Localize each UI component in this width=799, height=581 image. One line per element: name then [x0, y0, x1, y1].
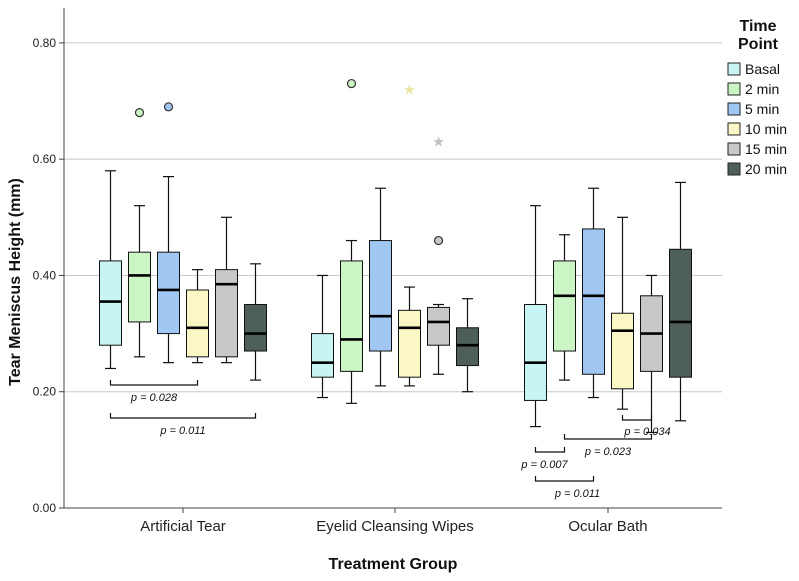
box-iqr	[611, 312, 634, 390]
box-iqr	[582, 228, 605, 375]
x-tick-label: Ocular Bath	[568, 518, 647, 535]
legend-item: Basal	[727, 61, 780, 77]
legend-label: 10 min	[745, 121, 787, 137]
legend-title-line2: Point	[738, 36, 779, 53]
outlier-point	[433, 235, 444, 246]
extreme-point: ★	[432, 135, 445, 151]
x-tick-label: Artificial Tear	[140, 518, 226, 535]
bracket-line	[563, 434, 653, 440]
box-15-min	[640, 274, 663, 434]
legend-swatch	[727, 142, 741, 156]
y-tick-label: 0.60	[33, 152, 57, 166]
box-10-min	[611, 216, 634, 410]
box-15-min: ★	[427, 135, 450, 375]
legend-swatch	[727, 62, 741, 76]
box-iqr	[553, 260, 576, 352]
legend-label: 5 min	[745, 101, 779, 117]
x-tick-label: Eyelid Cleansing Wipes	[316, 518, 474, 535]
p-value-label: p = 0.034	[623, 426, 670, 438]
box-5-min	[369, 187, 392, 387]
box-10-min: ★	[398, 82, 421, 387]
box-iqr	[369, 240, 392, 352]
bracket-line	[621, 415, 653, 421]
box-iqr	[128, 251, 151, 323]
box-10-min	[186, 269, 209, 364]
bracket-line	[109, 413, 257, 419]
box-iqr	[311, 333, 334, 378]
box-2-min	[553, 234, 576, 381]
box-iqr	[215, 269, 238, 358]
p-value-label: p = 0.023	[584, 446, 632, 458]
box-iqr	[524, 304, 547, 401]
box-series: ★★	[99, 78, 692, 434]
bracket-line	[534, 447, 566, 453]
significance-annotations: p = 0.028 p = 0.011 p = 0.034 p = 0.023 p = …	[109, 380, 671, 500]
bracket-line	[534, 476, 595, 482]
axes: 0.00 0.20 0.40 0.60 0.80 Artificial Tear Eyeli…	[33, 8, 722, 535]
legend-swatch	[727, 162, 741, 176]
y-tick-label: 0.20	[33, 385, 57, 399]
outlier-point	[163, 102, 174, 112]
legend-swatch	[727, 122, 741, 136]
box-iqr	[398, 309, 421, 378]
box-20-min	[244, 263, 267, 381]
extreme-point: ★	[403, 82, 416, 98]
legend-item: 15 min	[727, 141, 787, 157]
box-basal	[311, 274, 334, 399]
y-axis-title: Tear Meniscus Height (mm)	[7, 178, 24, 386]
box-5-min	[157, 102, 180, 364]
legend: Time Point Basal 2 min 5 min 10 min 15 min 20…	[727, 18, 787, 177]
box-iqr	[186, 289, 209, 358]
p-value-label: p = 0.011	[159, 425, 205, 437]
box-iqr	[669, 248, 692, 378]
legend-item: 2 min	[727, 81, 779, 97]
box-iqr	[157, 251, 180, 335]
legend-title-line1: Time	[739, 18, 776, 35]
p-value-label: p = 0.028	[130, 392, 178, 404]
outlier-point	[346, 78, 357, 89]
legend-label: 2 min	[745, 81, 779, 97]
significance-bracket: p = 0.034	[621, 415, 671, 438]
box-iqr	[244, 304, 267, 352]
p-value-label: p = 0.011	[554, 488, 600, 500]
box-iqr	[427, 306, 450, 346]
box-5-min	[582, 187, 605, 399]
legend-swatch	[727, 102, 741, 116]
box-2-min	[128, 108, 151, 358]
significance-bracket: p = 0.007	[520, 447, 568, 471]
box-20-min	[456, 298, 479, 393]
significance-bracket: p = 0.028	[109, 380, 199, 404]
x-axis-title: Treatment Group	[329, 556, 458, 573]
legend-swatch	[727, 82, 741, 96]
legend-item: 10 min	[727, 121, 787, 137]
box-iqr	[340, 260, 363, 372]
box-basal	[99, 170, 122, 370]
box-15-min	[215, 216, 238, 364]
outlier-point	[134, 108, 145, 118]
y-tick-label: 0.80	[33, 36, 57, 50]
y-tick-label: 0.00	[33, 501, 57, 515]
legend-label: 20 min	[745, 161, 787, 177]
significance-bracket: p = 0.023	[563, 434, 653, 458]
significance-bracket: p = 0.011	[109, 413, 257, 437]
box-iqr	[456, 327, 479, 367]
box-2-min	[340, 78, 363, 404]
legend-item: 5 min	[727, 101, 779, 117]
box-basal	[524, 205, 547, 428]
significance-bracket: p = 0.011	[534, 476, 600, 500]
legend-label: Basal	[745, 61, 780, 77]
y-tick-label: 0.40	[33, 268, 57, 282]
legend-label: 15 min	[745, 141, 787, 157]
legend-item: 20 min	[727, 161, 787, 177]
p-value-label: p = 0.007	[520, 459, 568, 471]
box-20-min	[669, 181, 692, 422]
box-iqr	[99, 260, 122, 346]
bracket-line	[109, 380, 199, 386]
